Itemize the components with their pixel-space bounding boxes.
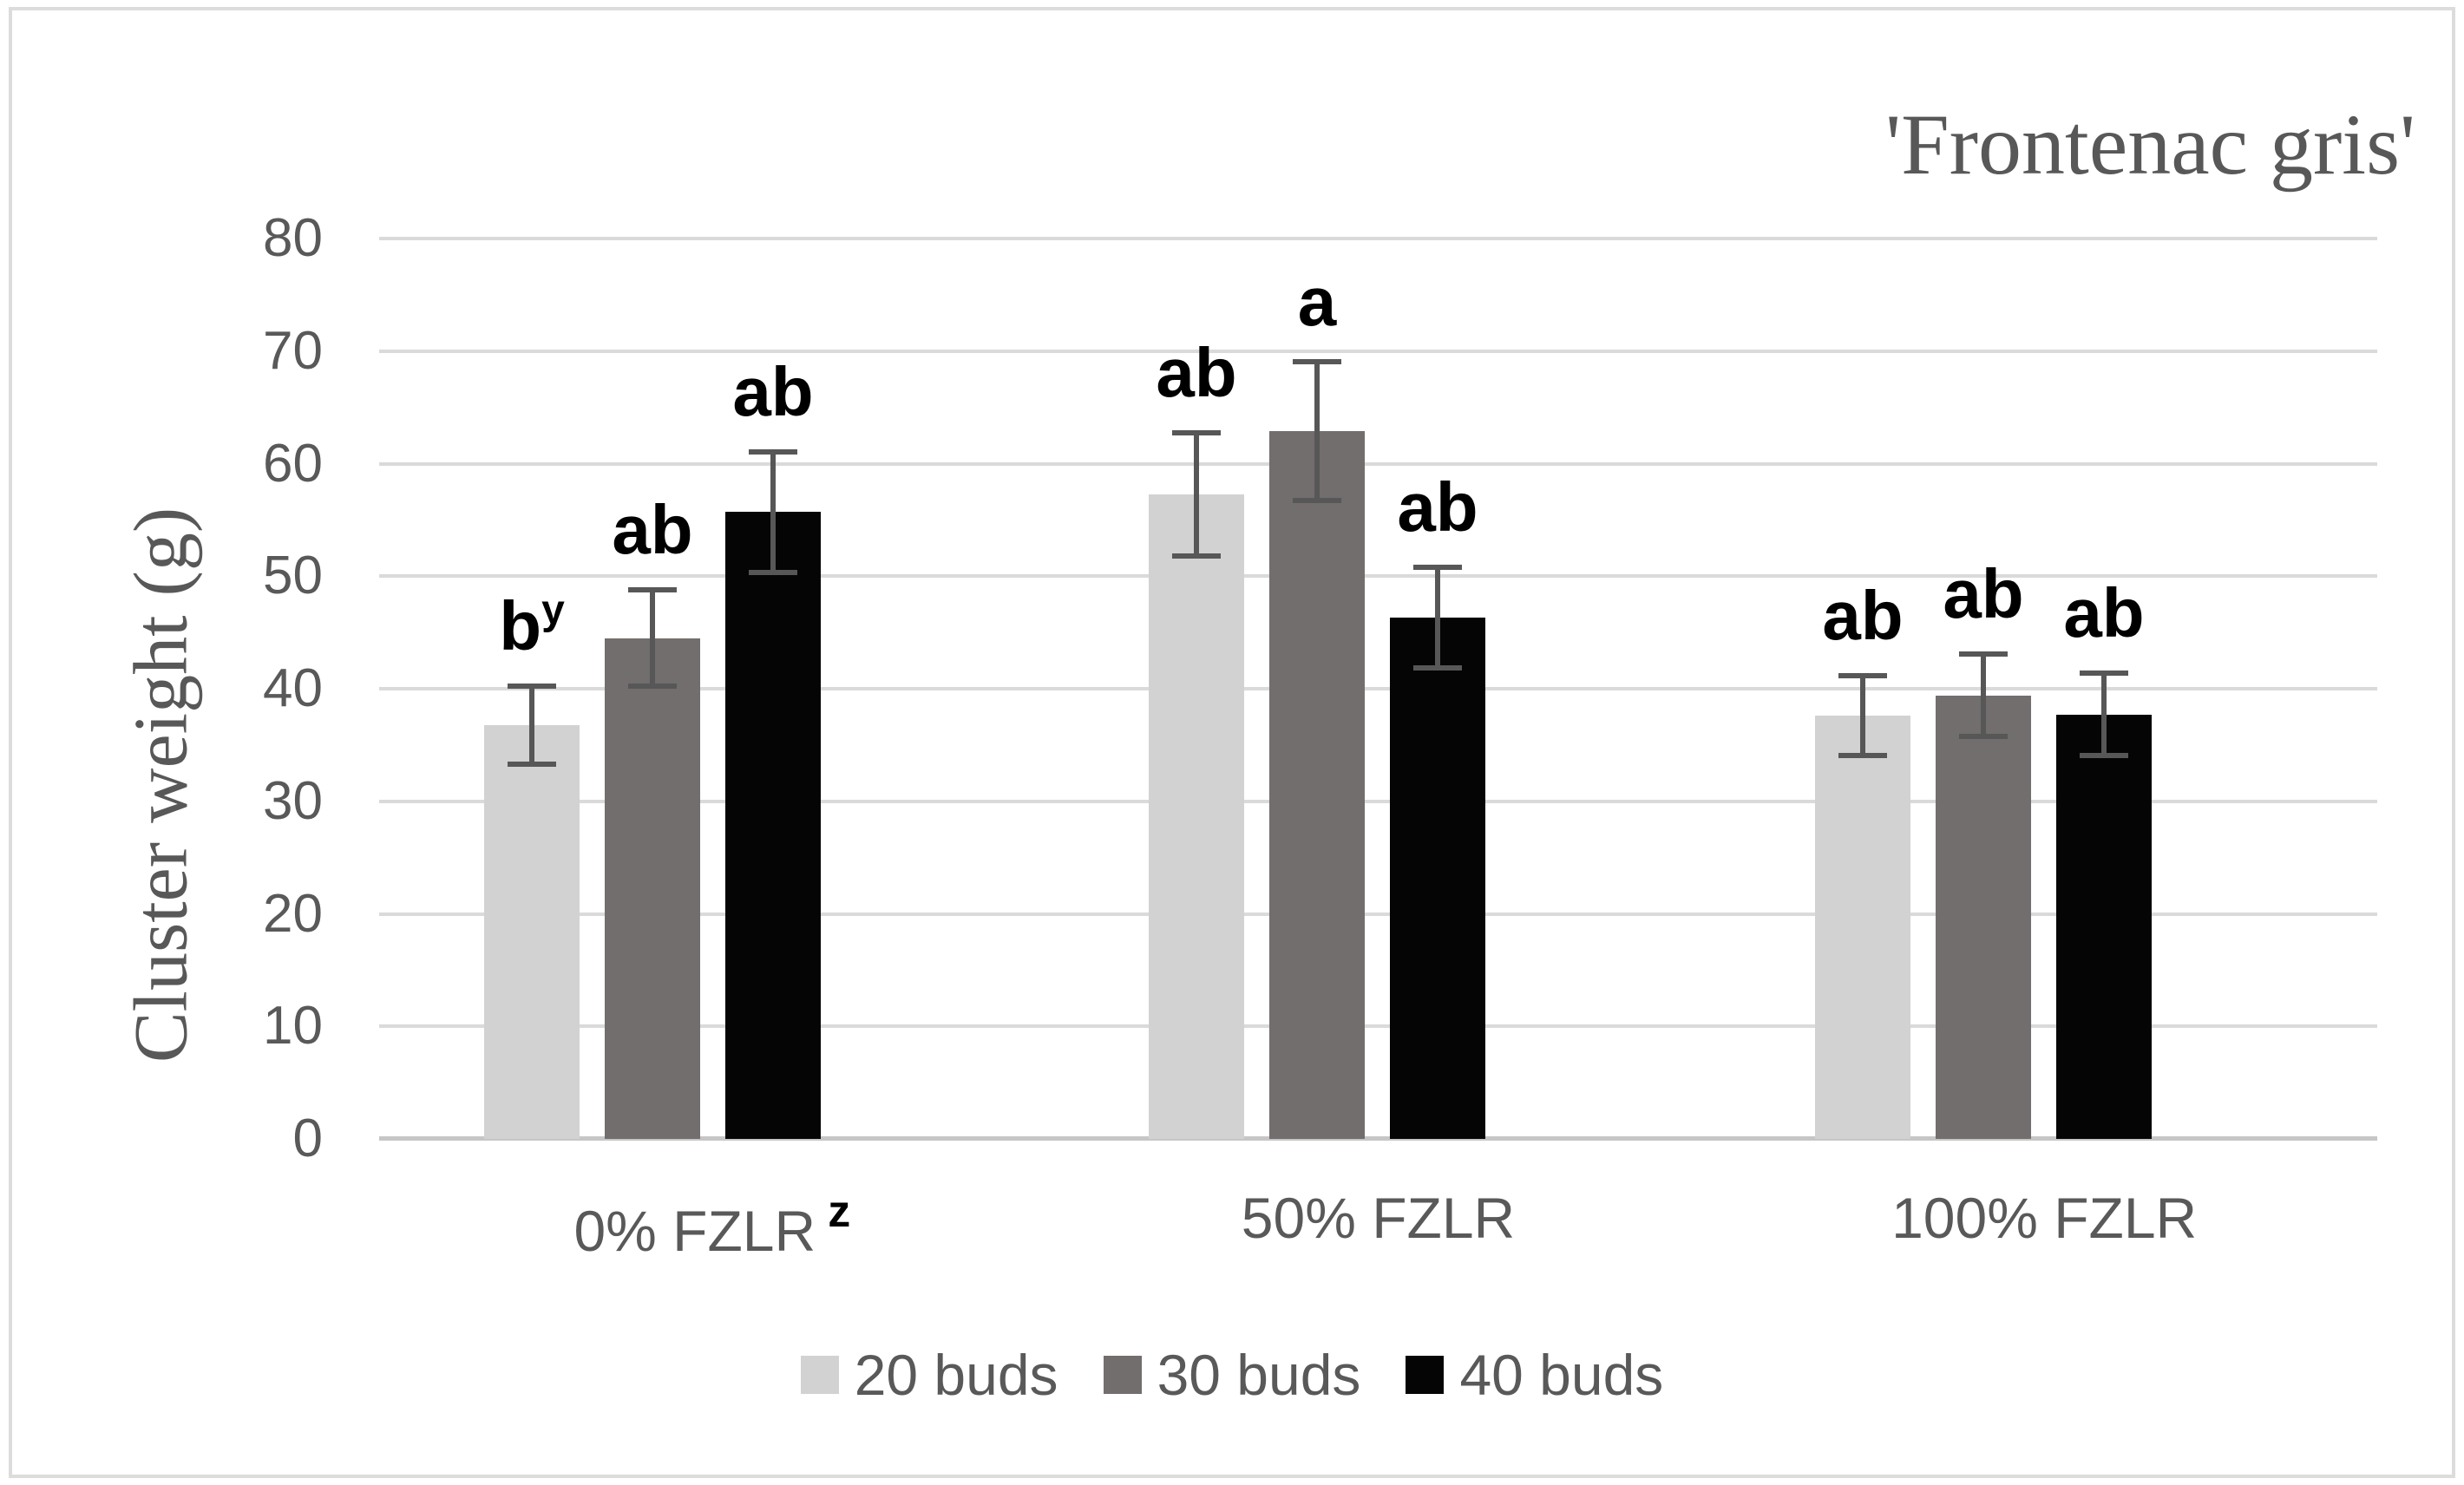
significance-letter: ab [1974,579,2234,648]
error-bar [1293,358,1341,503]
y-tick-label-60: 60 [263,433,323,494]
legend-label: 30 buds [1157,1343,1361,1407]
error-bar [1838,672,1887,759]
error-bar-bottom-cap [1293,497,1341,503]
significance-letter: ab [643,357,903,427]
significance-letter: ab [1853,559,2113,629]
error-bar-stem [529,683,534,767]
x-axis-label-0: 0% FZLR z [435,1189,990,1259]
x-axis-label-text: 0% FZLR [573,1199,816,1263]
significance-letter-text: ab [1943,555,2024,633]
error-bar-stem [770,448,776,575]
significance-letter-text: ab [732,352,814,430]
x-axis-label-superscript: z [828,1187,851,1237]
legend-swatch [800,1356,839,1394]
significance-letter-text: ab [2063,574,2145,652]
error-bar [1172,429,1221,559]
error-bar [508,683,556,767]
x-axis-label-2: 100% FZLR [1766,1189,2322,1246]
y-axis-tick-labels: 0 10 20 30 40 50 60 70 80 [0,212,323,1166]
legend: 20 buds 30 buds 40 buds [0,1346,2464,1403]
error-bar-stem [1435,565,1440,671]
bar-30-buds-cat0 [605,638,700,1139]
legend-item-20-buds: 20 buds [800,1343,1058,1407]
error-bar-stem [1194,429,1199,559]
plot-area: by ab ab ab a ab ab ab ab [379,237,2377,1141]
significance-letter-superscript: y [541,586,565,633]
significance-letter: ab [1066,337,1327,408]
bar-20-buds-cat1 [1149,494,1244,1139]
significance-letter: ab [1733,580,1993,651]
significance-letter-text: ab [1397,468,1478,546]
legend-label: 40 buds [1459,1343,1664,1407]
error-bar-stem [1314,358,1320,503]
gridline-30 [379,799,2377,803]
bar-20-buds-cat2 [1815,716,1910,1139]
legend-swatch [1406,1356,1445,1394]
y-tick-label-30: 30 [263,770,323,831]
gridline-20 [379,912,2377,916]
chart-title: 'Frontenac gris' [1885,96,2415,193]
gridline-40 [379,687,2377,690]
significance-letter: ab [522,495,783,565]
error-bar-bottom-cap [628,684,677,689]
gridline-0 [379,1136,2377,1141]
bar-40-buds-cat1 [1390,618,1485,1139]
gridline-10 [379,1024,2377,1029]
gridline-80 [379,237,2377,240]
y-tick-label-80: 80 [263,208,323,268]
error-bar [1959,651,2008,740]
x-axis-label-text: 50% FZLR [1241,1186,1516,1250]
error-bar-stem [650,587,655,689]
bar-40-buds-cat2 [2056,714,2152,1139]
y-tick-label-50: 50 [263,546,323,606]
error-bar [749,448,797,575]
error-bar-bottom-cap [749,569,797,575]
gridline-70 [379,349,2377,353]
error-bar-bottom-cap [1959,734,2008,740]
error-bar-bottom-cap [1413,665,1462,671]
legend-swatch [1103,1356,1142,1394]
significance-letter: by [402,586,662,664]
significance-letter: ab [1307,473,1568,542]
error-bar-bottom-cap [1838,753,1887,759]
significance-letter-text: b [499,586,542,664]
legend-label: 20 buds [854,1343,1058,1407]
x-axis-label-text: 100% FZLR [1891,1186,2198,1250]
y-tick-label-10: 10 [263,996,323,1057]
bar-30-buds-cat2 [1936,695,2031,1139]
bar-30-buds-cat1 [1269,430,1365,1139]
significance-letter: a [1187,266,1447,337]
x-axis-label-1: 50% FZLR [1101,1189,1656,1246]
legend-item-30-buds: 30 buds [1103,1343,1361,1407]
significance-letter-text: ab [612,491,693,569]
significance-letter-text: a [1297,262,1337,340]
y-tick-label-40: 40 [263,658,323,718]
gridline-50 [379,574,2377,579]
y-tick-label-0: 0 [292,1109,323,1168]
error-bar-bottom-cap [508,761,556,767]
bar-40-buds-cat0 [725,512,821,1139]
error-bar [628,587,677,689]
legend-item-40-buds: 40 buds [1406,1346,1663,1403]
significance-letter-text: ab [1156,333,1237,411]
error-bar-bottom-cap [1172,553,1221,559]
gridline-60 [379,461,2377,466]
significance-letter-text: ab [1822,576,1904,654]
error-bar-stem [1860,672,1865,759]
error-bar-stem [1981,651,1986,740]
y-tick-label-70: 70 [263,320,323,381]
error-bar-stem [2101,671,2107,759]
bar-20-buds-cat0 [484,724,580,1139]
error-bar [2080,671,2128,759]
error-bar-bottom-cap [2080,753,2128,759]
y-tick-label-20: 20 [263,883,323,944]
error-bar [1413,565,1462,671]
